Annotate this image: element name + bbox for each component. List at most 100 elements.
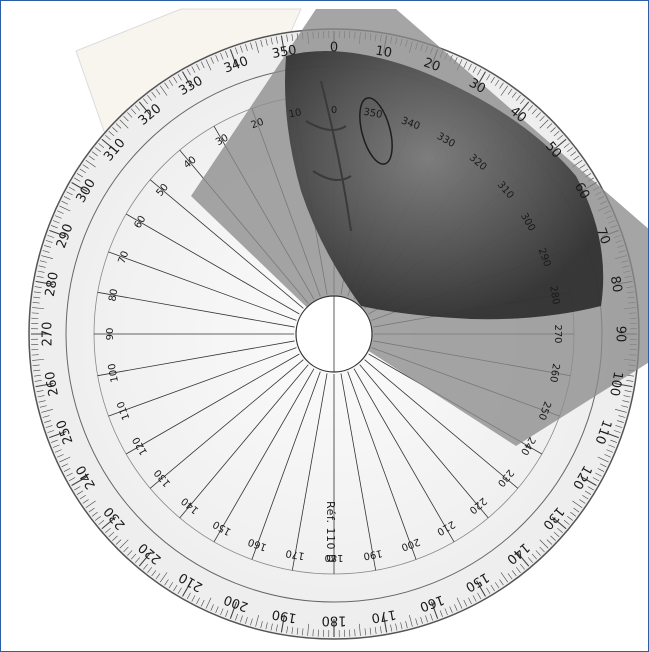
degree-tick — [539, 539, 549, 549]
radial-line — [359, 364, 489, 519]
degree-label: 10 — [374, 44, 393, 62]
degree-label: 10 — [288, 107, 302, 120]
degree-tick — [286, 626, 288, 634]
degree-tick — [123, 546, 129, 553]
degree-tick — [616, 420, 624, 423]
degree-tick — [579, 499, 586, 504]
degree-tick — [567, 515, 573, 521]
degree-tick — [41, 409, 53, 413]
degree-tick — [182, 71, 192, 88]
degree-tick — [210, 604, 214, 611]
radial-line — [291, 373, 328, 571]
radial-line — [108, 347, 297, 417]
degree-tick — [494, 582, 500, 589]
degree-tick — [63, 196, 71, 200]
degree-tick — [490, 76, 495, 84]
degree-tick — [592, 477, 600, 482]
degree-label: 90 — [613, 326, 628, 343]
degree-tick — [539, 115, 545, 122]
degree-tick — [147, 567, 153, 573]
degree-tick — [280, 35, 286, 54]
degree-tick — [34, 380, 42, 382]
degree-tick — [627, 374, 635, 377]
degree-tick — [35, 382, 54, 388]
degree-tick — [618, 415, 626, 418]
degree-tick — [66, 472, 73, 477]
degree-tick — [41, 255, 53, 259]
degree-tick — [624, 390, 632, 393]
degree-tick — [155, 573, 161, 580]
degree-tick — [177, 587, 182, 594]
degree-tick — [587, 486, 594, 491]
degree-label: 70 — [593, 226, 613, 247]
degree-tick — [456, 597, 463, 609]
degree-tick — [553, 531, 560, 537]
degree-tick — [49, 229, 67, 238]
degree-tick — [490, 584, 495, 592]
degree-label: 0 — [330, 41, 338, 56]
degree-tick — [613, 430, 621, 433]
degree-tick — [291, 33, 294, 41]
degree-label: 20 — [421, 55, 442, 75]
degree-tick — [610, 439, 617, 443]
degree-tick — [531, 553, 537, 560]
degree-tick — [494, 79, 500, 86]
degree-tick — [51, 225, 58, 229]
degree-tick — [105, 527, 111, 534]
degree-tick — [546, 123, 553, 129]
fragment-stamp — [359, 97, 393, 165]
degree-tick — [265, 622, 268, 630]
degree-tick — [95, 515, 101, 521]
degree-tick — [395, 623, 398, 631]
degree-tick — [196, 63, 200, 71]
degree-tick — [225, 51, 229, 58]
degree-tick — [182, 580, 192, 597]
degree-tick — [520, 98, 525, 105]
degree-label: 260 — [43, 370, 62, 397]
degree-tick — [500, 572, 509, 583]
degree-tick — [245, 44, 248, 52]
degree-tick — [101, 516, 117, 530]
degree-tick — [380, 626, 382, 634]
degree-tick — [42, 250, 50, 253]
degree-tick — [115, 123, 122, 129]
degree-tick — [374, 627, 377, 635]
degree-tick — [54, 215, 62, 219]
degree-tick — [74, 177, 81, 182]
degree-tick — [91, 151, 98, 157]
degree-tick — [486, 587, 491, 594]
degree-tick — [235, 47, 238, 55]
degree-tick — [38, 400, 46, 403]
degree-tick — [88, 155, 95, 161]
degree-tick — [468, 597, 472, 605]
degree-tick — [626, 380, 634, 382]
degree-tick — [33, 369, 41, 372]
degree-tick — [101, 138, 117, 152]
degree-tick — [205, 597, 212, 609]
degree-label: 280 — [43, 271, 62, 298]
degree-tick — [570, 151, 577, 157]
degree-tick — [98, 520, 105, 525]
degree-tick — [45, 240, 53, 243]
degree-label: 270 — [41, 322, 56, 347]
degree-tick — [38, 265, 46, 268]
degree-tick — [557, 134, 563, 141]
degree-tick — [511, 570, 517, 577]
degree-tick — [52, 444, 60, 448]
degree-tick — [57, 454, 64, 458]
degree-tick — [143, 563, 148, 570]
radial-line — [97, 291, 295, 328]
degree-tick — [36, 390, 44, 393]
degree-tick — [131, 553, 137, 560]
degree-tick — [200, 61, 205, 69]
degree-tick — [597, 456, 609, 463]
radial-line — [125, 353, 300, 455]
degree-tick — [507, 573, 513, 580]
degree-tick — [131, 108, 137, 115]
degree-tick — [359, 623, 361, 636]
degree-label: 180 — [322, 613, 347, 628]
degree-tick — [615, 425, 623, 428]
degree-label: 30 — [466, 76, 488, 97]
degree-tick — [535, 112, 541, 118]
